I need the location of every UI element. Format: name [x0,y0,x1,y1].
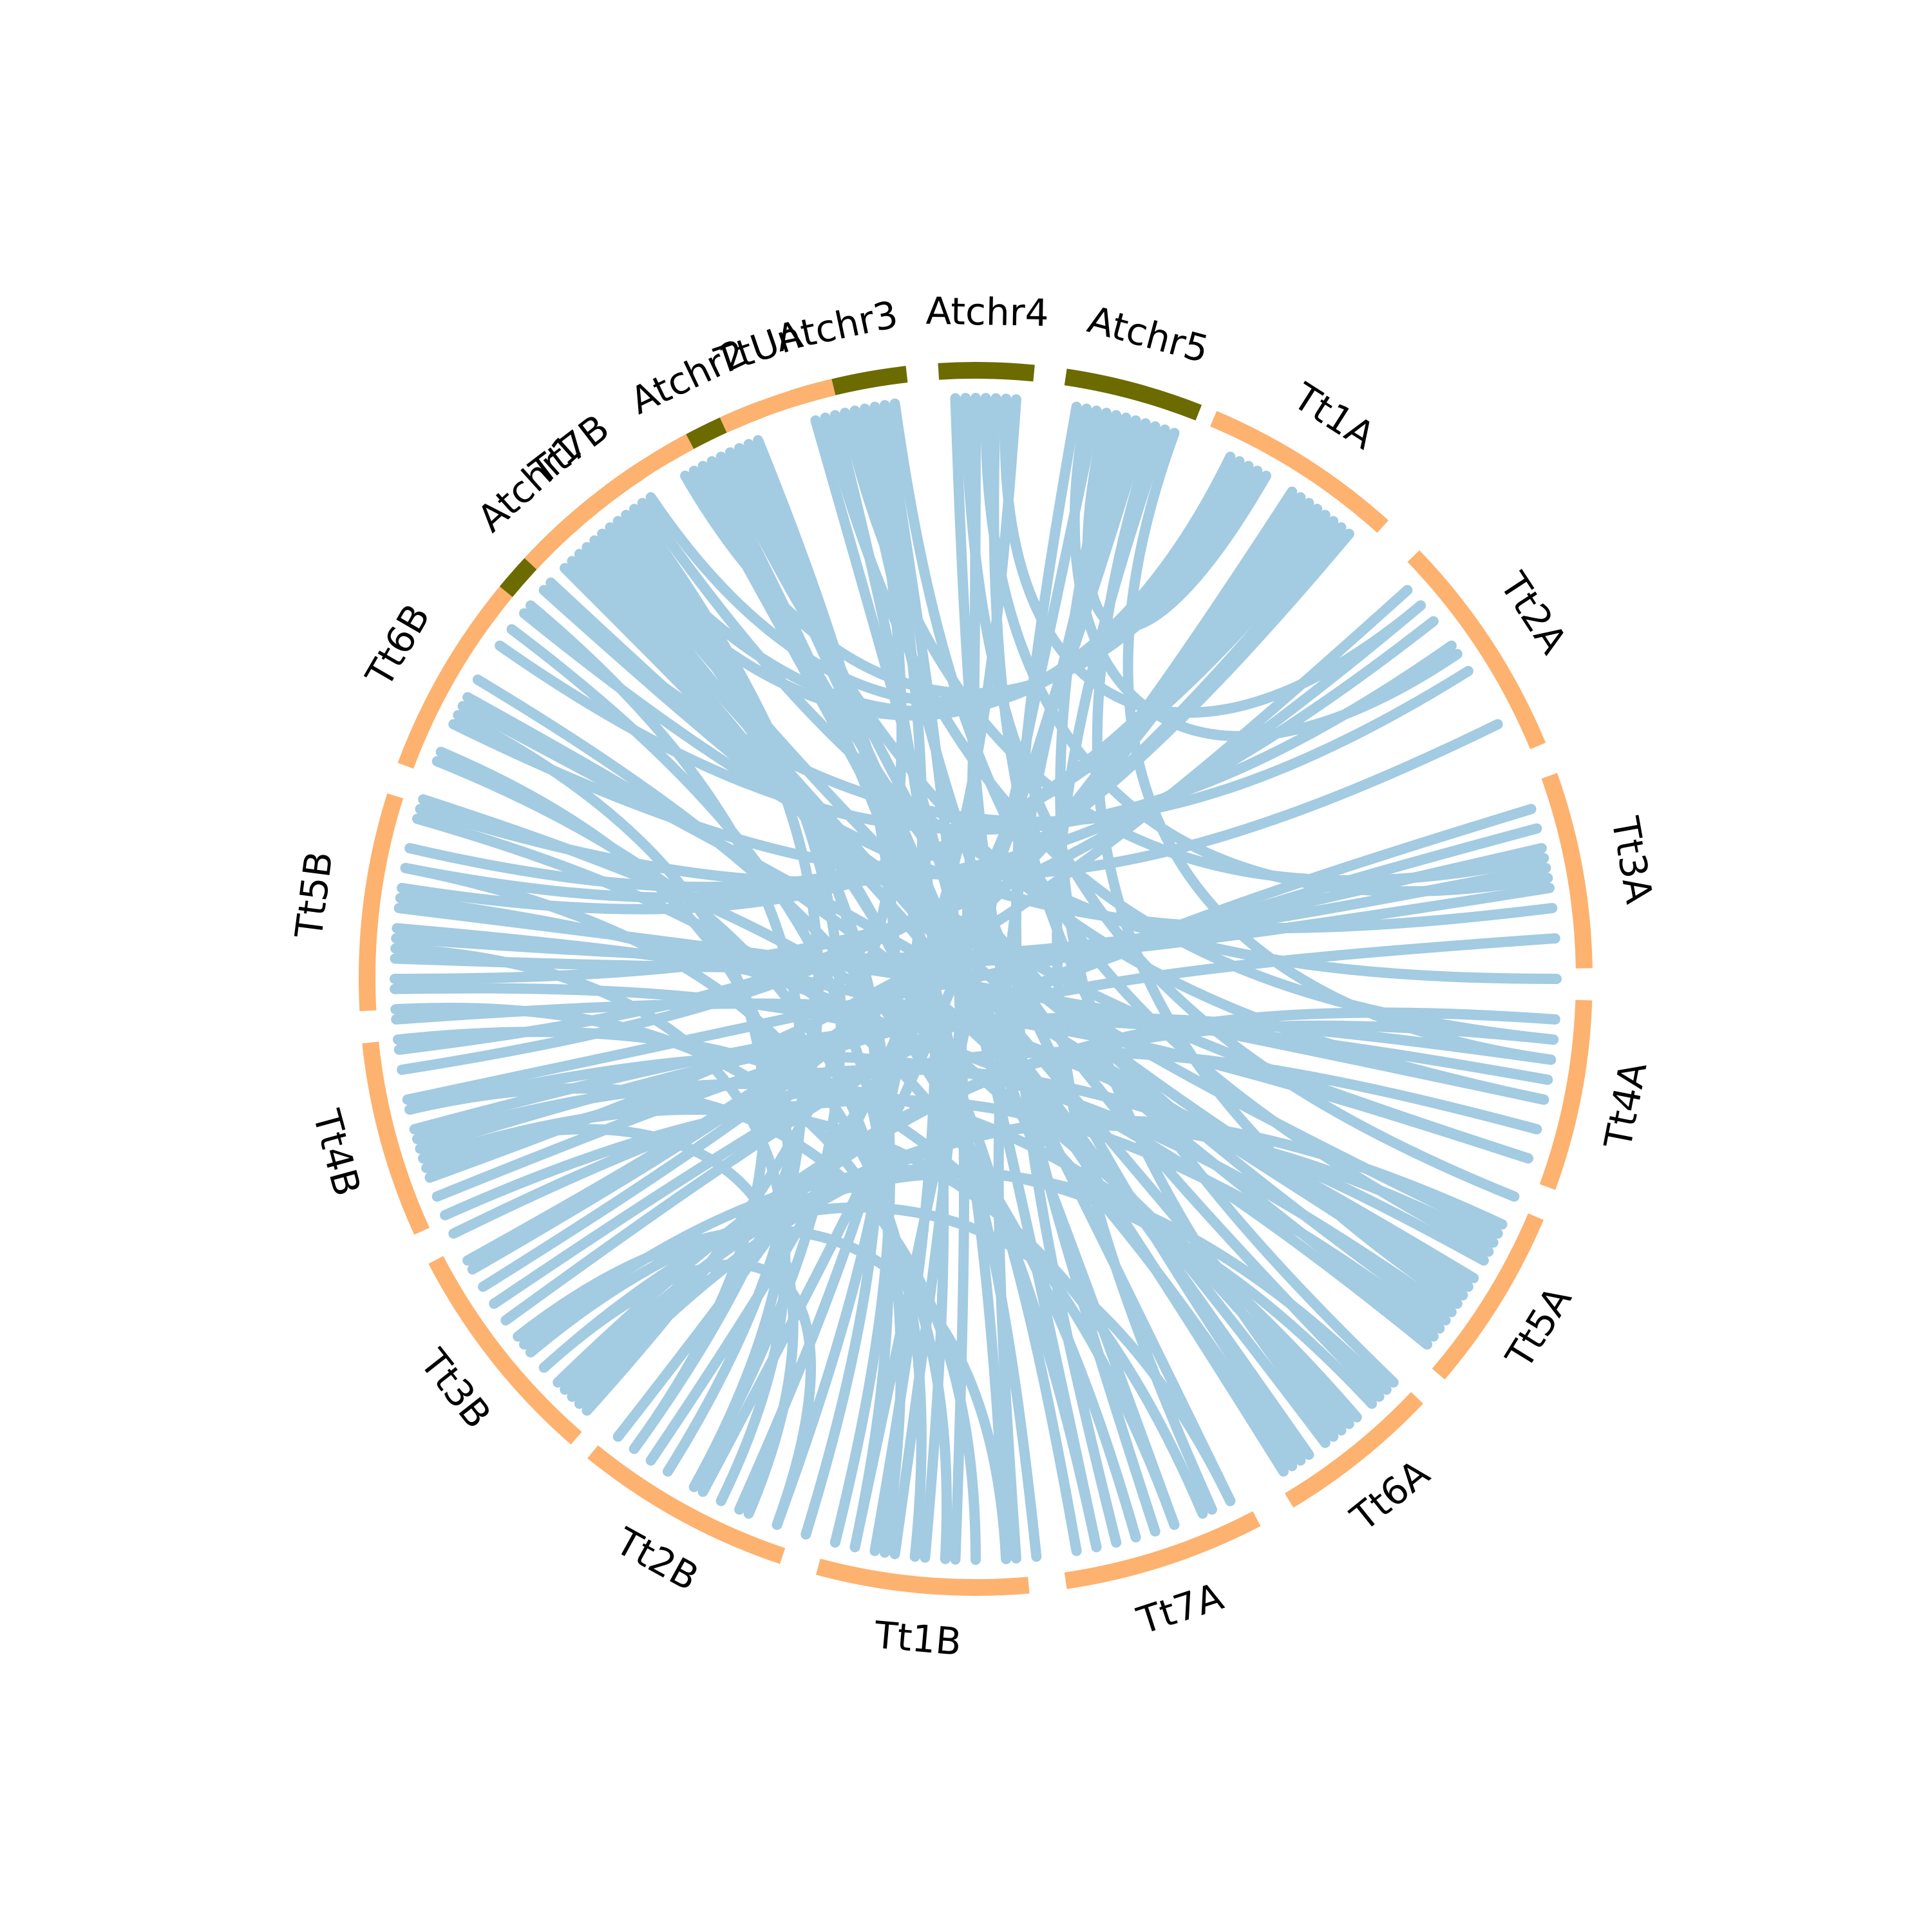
synteny-link [1010,401,1122,1548]
chromosome-arc-tt4b [362,1041,430,1235]
synteny-links [390,393,1562,1565]
chromosome-arc-atchr5 [1064,368,1202,421]
chromosome-arcs [358,362,1593,1596]
synteny-link [993,412,1132,1564]
synteny-link [462,692,1331,1448]
synteny-link [629,504,846,1492]
chromosome-label-ttun: TtUn [709,313,808,383]
chromosome-label-tt1a: Tt1A [1285,374,1383,458]
chromosome-arc-tt7b [524,434,694,570]
chromosome-arc-tt5b [358,793,404,1012]
chromosome-label-tt1b: Tt1B [872,1613,963,1664]
chromosome-label-tt7a: Tt7A [1132,1575,1228,1643]
synteny-link [435,746,794,1492]
synteny-link [637,498,1562,984]
chromosome-arc-ttun [719,379,836,433]
synteny-link [1122,428,1557,1065]
synteny-link [582,403,907,1416]
synteny-link [889,393,981,1560]
chromosome-label-tt2b: Tt2B [608,1519,706,1600]
synteny-link [1052,424,1217,1515]
chromosome-arc-tt2a [1407,550,1546,750]
chromosome-label-tt5b: Tt5B [287,849,341,941]
chromosome-arc-atchr4 [938,362,1035,382]
synteny-link [810,415,1102,1553]
synteny-link [980,393,1553,896]
synteny-link [950,393,1160,1537]
synteny-link [418,1104,1208,1519]
chromosome-arc-tt2b [587,1445,786,1564]
chromosome-arc-tt6b [397,586,513,769]
chromosome-arc-tt4a [1539,999,1593,1190]
synteny-link [519,608,1558,934]
synteny-link [999,393,1426,718]
synteny-link [1069,403,1463,742]
chromosome-label-tt3a: Tt3A [1603,813,1662,907]
synteny-link [645,394,1021,1466]
chromosome-label-atchr5: Atchr5 [1083,298,1213,372]
chromosome-arc-tt7a [1064,1511,1261,1589]
chromosome-label-tt4b: Tt4B [304,1104,369,1200]
synteny-link [849,405,1102,1553]
synteny-link [960,393,1520,1202]
synteny-link [513,1225,1012,1564]
synteny-link [560,563,1439,1342]
chromosome-label-tt5a: Tt5A [1497,1279,1580,1377]
chromosome-label-atchr4: Atchr4 [925,289,1049,335]
synteny-link [612,418,1151,1442]
chromosome-arc-tt5a [1432,1213,1544,1380]
chromosome-arc-tt6a [1285,1392,1423,1508]
chromosome-label-tt2a: Tt2A [1491,564,1575,661]
synteny-link [1082,408,1271,632]
chromosome-label-tt6b: Tt6B [357,597,439,695]
synteny-link [753,435,902,1530]
synteny-link [715,451,1549,1105]
chromosome-arc-tt3a [1541,773,1593,969]
chromosome-label-tt4a: Tt4A [1596,1058,1656,1153]
chromosome-arc-tt1a [1210,411,1388,533]
chromosome-arc-tt1b [816,1558,1030,1596]
chromosome-arc-tt3b [428,1256,582,1445]
